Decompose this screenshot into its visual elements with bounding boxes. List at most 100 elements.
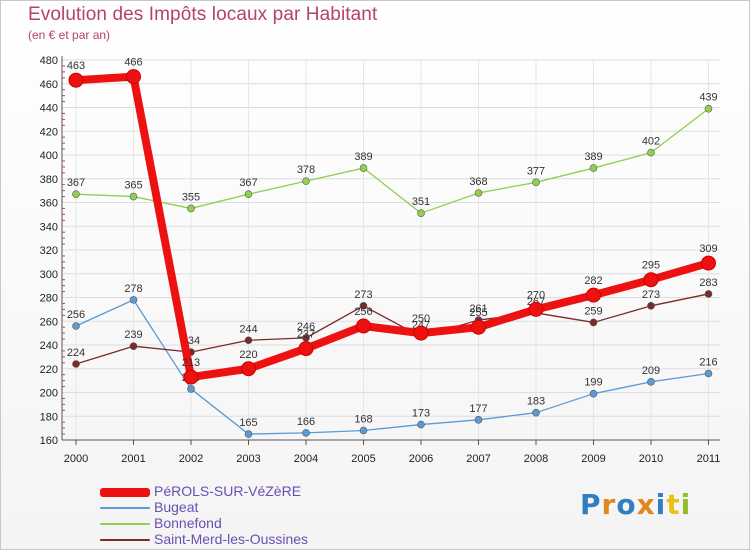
y-tick-label: 220 [40,364,58,376]
data-label-bugeat: 177 [469,403,487,415]
legend-label-bugeat: Bugeat [154,499,199,515]
legend-swatch-saint-merd [100,539,150,541]
data-point-perols-sur-vezere [356,318,371,334]
y-tick-label: 320 [40,245,58,257]
data-label-bugeat: 216 [699,357,717,369]
data-label-bugeat: 209 [642,365,660,377]
data-point-bugeat [589,389,598,398]
logo-letter: P [580,488,602,521]
data-point-saint-merd-les-oussines [704,290,713,298]
data-point-bonnefond [647,148,655,157]
y-tick-label: 420 [40,126,58,138]
x-tick-label: 2005 [351,453,375,465]
x-tick-label: 2006 [409,453,433,465]
data-label-bugeat: 183 [527,396,545,408]
data-point-bonnefond [187,204,195,213]
data-point-perols-sur-vezere [471,319,486,335]
legend-swatch-perols [100,488,150,497]
series-line-perols-sur-vezere [72,72,713,382]
x-tick-label: 2002 [179,453,203,465]
x-tick-label: 2011 [697,453,721,465]
logo-letter: i [655,488,667,521]
legend-label-saint-merd: Saint-Merd-les-Oussines [154,531,309,547]
data-label-perols-sur-vezere: 309 [699,243,717,255]
data-label-perols-sur-vezere: 220 [239,349,257,361]
data-label-bonnefond: 367 [239,177,257,189]
data-point-bugeat [532,408,540,417]
data-point-perols-sur-vezere [183,369,199,385]
data-point-bonnefond [704,104,713,113]
data-point-bugeat [417,420,425,429]
y-tick-label: 280 [40,293,58,305]
data-point-bugeat [359,426,368,435]
data-label-bonnefond: 389 [584,151,602,163]
data-label-saint-merd-les-oussines: 273 [642,289,660,301]
data-point-saint-merd-les-oussines [359,302,368,310]
data-label-saint-merd-les-oussines: 259 [584,305,602,317]
plot-area: 367 365 355 367 378 389 351 368 377 389 402 439 256 2… [67,57,718,438]
data-point-bugeat [704,369,713,378]
x-tick-label: 2001 [121,453,145,465]
data-point-saint-merd-les-oussines [72,360,80,368]
data-label-perols-sur-vezere: 466 [124,57,142,69]
data-point-perols-sur-vezere [413,325,429,341]
data-point-bonnefond [129,192,138,201]
series-line-bugeat [75,299,710,435]
x-tick-label: 2009 [581,453,605,465]
data-label-bonnefond: 368 [469,176,487,188]
data-label-bonnefond: 351 [412,196,430,208]
data-point-perols-sur-vezere [586,287,601,303]
y-tick-label: 460 [40,79,58,91]
y-tick-label: 340 [40,221,58,233]
data-point-perols-sur-vezere [126,69,141,85]
data-label-saint-merd-les-oussines: 246 [297,321,315,333]
data-label-bugeat: 256 [67,309,85,321]
data-label-bonnefond: 439 [699,92,717,104]
data-point-bugeat [244,430,253,438]
data-label-perols-sur-vezere: 295 [642,260,660,272]
y-tick-label: 240 [40,340,58,352]
legend-swatch-bonnefond [100,523,150,525]
data-point-bugeat [302,429,310,437]
x-tick-label: 2010 [639,453,663,465]
y-tick-label: 440 [40,103,58,115]
data-label-perols-sur-vezere: 256 [354,306,372,318]
data-label-bugeat: 199 [584,377,602,389]
data-label-bugeat: 278 [124,283,142,295]
legend-label-bonnefond: Bonnefond [154,515,222,531]
series-bonnefond: 367 365 355 367 378 389 351 368 377 389 402 439 [67,92,718,217]
data-label-saint-merd-les-oussines: 239 [124,329,142,341]
data-label-saint-merd-les-oussines: 273 [354,289,372,301]
data-point-perols-sur-vezere [68,72,84,88]
data-label-perols-sur-vezere: 255 [469,307,487,319]
data-point-bonnefond [589,164,598,172]
series-line-saint-merd-les-oussines [75,293,710,365]
x-tick-label: 2007 [466,453,490,465]
series-line-bonnefond [75,108,710,214]
x-tick-label: 2003 [236,453,260,465]
data-label-perols-sur-vezere: 270 [527,289,545,301]
logo-letter: i [680,488,692,521]
y-tick-label: 400 [40,150,58,162]
data-point-bonnefond [244,190,253,198]
y-tick-label: 360 [40,198,58,210]
data-point-perols-sur-vezere [298,341,314,357]
logo-letter: o [616,488,637,521]
data-point-perols-sur-vezere [643,272,659,288]
data-label-bonnefond: 402 [642,136,660,148]
data-label-perols-sur-vezere: 213 [182,357,200,369]
data-label-bonnefond: 378 [297,164,315,176]
data-point-bonnefond [359,164,368,172]
data-point-bugeat [72,322,80,330]
x-tick-label: 2004 [294,453,318,465]
data-label-bonnefond: 389 [354,151,372,163]
y-tick-label: 480 [40,55,58,67]
logo-letter: r [601,488,617,521]
x-tick-label: 2000 [64,453,88,465]
data-point-perols-sur-vezere [701,255,716,271]
data-label-bonnefond: 365 [124,180,142,192]
y-tick-label: 160 [40,435,58,447]
data-label-bonnefond: 355 [182,191,200,203]
data-label-perols-sur-vezere: 463 [67,60,85,72]
y-tick-label: 260 [40,316,58,328]
